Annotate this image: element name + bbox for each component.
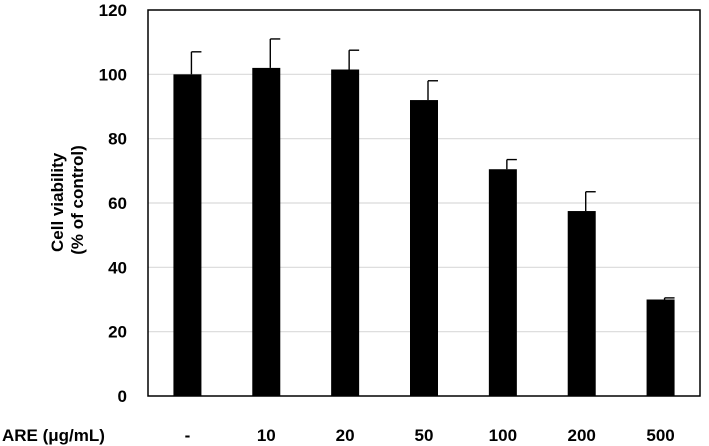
x-axis-label: ARE (μg/mL): [2, 426, 105, 445]
bar-5: [567, 211, 596, 396]
y-tick-label-6: 120: [99, 1, 127, 20]
bar-3: [410, 100, 438, 397]
y-axis-label-line-2: (% of control): [68, 145, 87, 255]
x-tick-label-1: 10: [257, 426, 276, 445]
y-tick-label-0: 0: [118, 387, 127, 406]
bar-4: [488, 169, 517, 396]
bar-1: [252, 67, 281, 397]
x-tick-label-5: 200: [568, 426, 596, 445]
y-tick-label-5: 100: [99, 65, 127, 84]
x-tick-label-6: 500: [646, 426, 674, 445]
x-tick-label-2: 20: [336, 426, 355, 445]
y-tick-label-3: 60: [108, 194, 127, 213]
x-tick-labels: - 10 20 50 100 200 500: [185, 426, 675, 445]
bar-0: [173, 74, 202, 396]
plot-frame: [147, 9, 701, 397]
y-axis-label-line-1: Cell viability: [48, 152, 67, 252]
y-tick-label-4: 80: [108, 130, 127, 149]
bar-6: [646, 299, 675, 396]
y-tick-label-1: 20: [108, 323, 127, 342]
error-bars: [190, 38, 675, 300]
bar-2: [331, 69, 360, 396]
x-tick-label-3: 50: [415, 426, 434, 445]
y-tick-labels: 0 20 40 60 80 100 120: [99, 1, 127, 406]
y-tick-label-2: 40: [108, 258, 127, 277]
x-tick-label-4: 100: [489, 426, 517, 445]
x-tick-label-0: -: [185, 426, 191, 445]
bars: [173, 67, 675, 397]
y-axis-label: Cell viability (% of control): [48, 145, 87, 255]
